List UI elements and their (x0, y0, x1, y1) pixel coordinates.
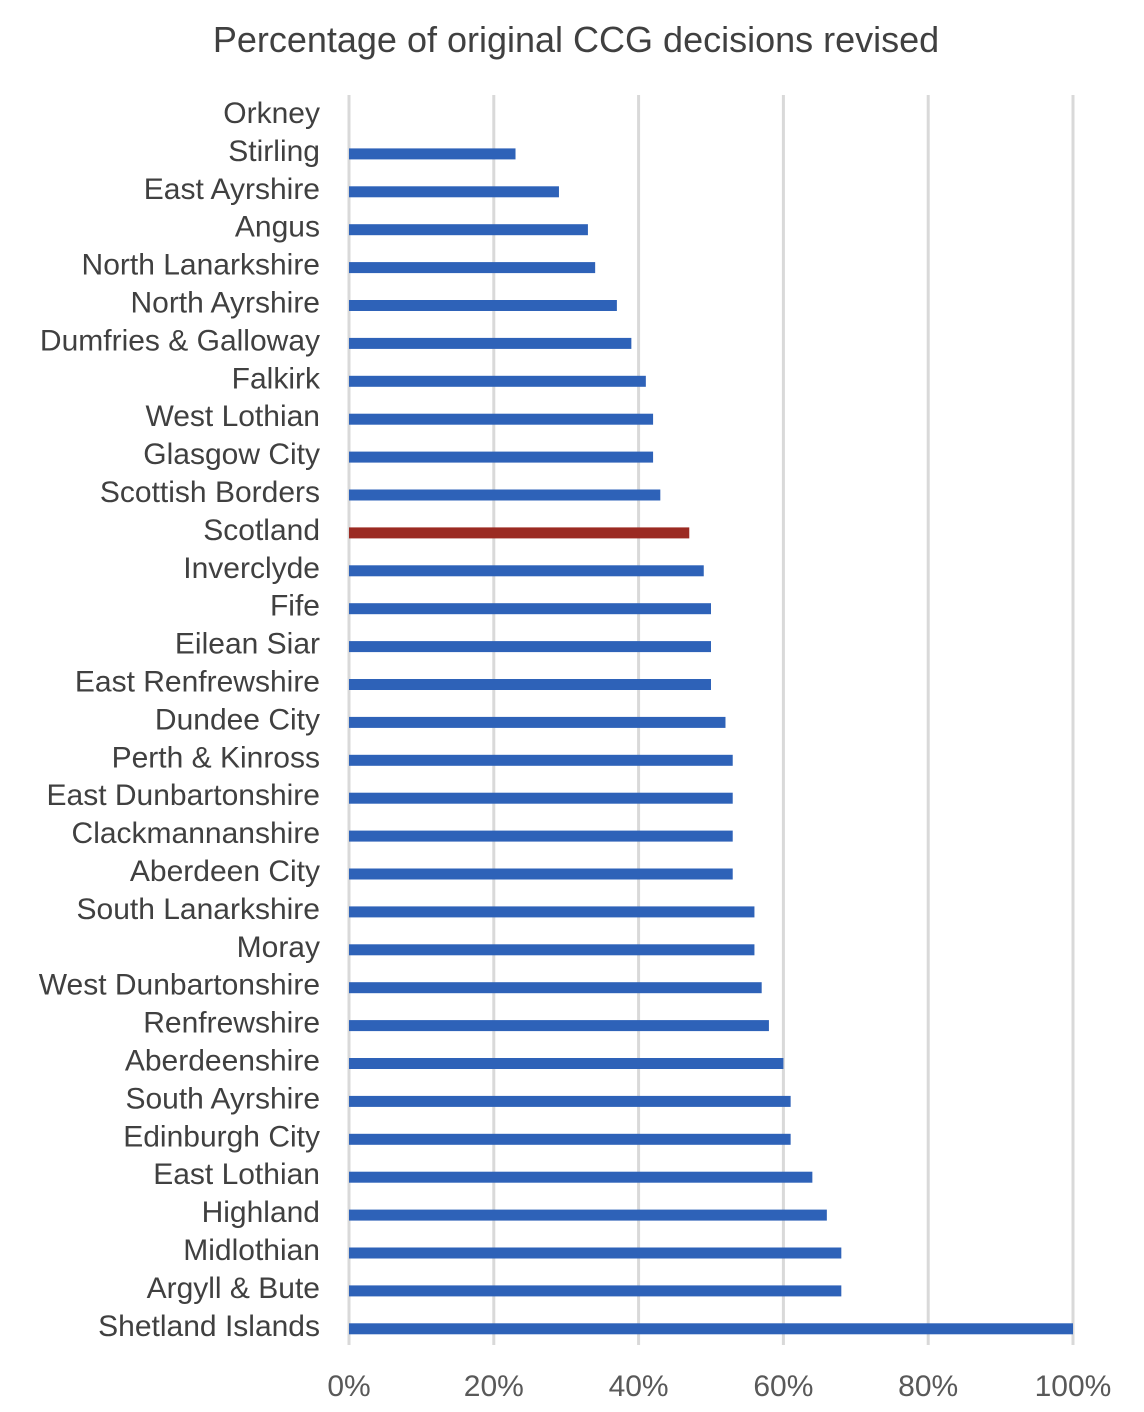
bar (349, 754, 733, 766)
bar (349, 1171, 813, 1183)
category-label: Aberdeenshire (125, 1045, 320, 1078)
category-label: Scottish Borders (100, 476, 320, 509)
bar (349, 1058, 784, 1069)
bar (349, 186, 559, 198)
bar (349, 944, 755, 956)
category-label: East Renfrewshire (75, 666, 320, 699)
x-tick-label: 0% (327, 1370, 370, 1403)
bar (349, 489, 661, 501)
bar (349, 300, 617, 311)
x-tick-label: 20% (464, 1370, 524, 1403)
bar (349, 1285, 842, 1297)
bar (349, 1209, 827, 1221)
category-label: Dumfries & Galloway (40, 324, 320, 357)
category-label: Renfrewshire (143, 1007, 320, 1040)
bar (349, 565, 704, 577)
category-label: Shetland Islands (98, 1310, 320, 1343)
category-label: North Lanarkshire (82, 249, 320, 282)
bar (349, 830, 733, 842)
category-label: Eilean Siar (175, 628, 320, 661)
category-label: Perth & Kinross (112, 741, 320, 774)
category-label: Highland (202, 1196, 320, 1229)
x-tick-label: 40% (609, 1370, 669, 1403)
category-label: Dundee City (155, 703, 320, 736)
category-label: Angus (235, 211, 320, 244)
category-label: Fife (270, 590, 320, 623)
bar (349, 451, 654, 463)
category-label: East Lothian (153, 1158, 320, 1191)
category-label: East Dunbartonshire (47, 779, 321, 812)
bars (349, 148, 1073, 1335)
category-labels: Orkney Stirling East Ayrshire Angus North La… (39, 97, 321, 1343)
bar (349, 641, 711, 653)
bar (349, 1247, 842, 1259)
bar (349, 716, 726, 728)
category-label: South Ayrshire (125, 1082, 320, 1115)
category-label: Stirling (228, 135, 320, 168)
bar (349, 982, 762, 994)
category-label: South Lanarkshire (77, 893, 321, 926)
category-label: Glasgow City (143, 438, 320, 471)
x-tick-label: 60% (753, 1370, 813, 1403)
category-label: Aberdeen City (130, 855, 320, 888)
x-tick-label: 100% (1035, 1370, 1112, 1403)
x-tick-label: 80% (898, 1370, 958, 1403)
bar (349, 1095, 791, 1107)
bar (349, 792, 733, 804)
category-label: Edinburgh City (123, 1120, 320, 1153)
category-label: West Lothian (145, 400, 320, 433)
bar (349, 262, 596, 274)
bar (349, 679, 711, 690)
category-label: West Dunbartonshire (39, 969, 320, 1002)
category-label: East Ayrshire (144, 173, 320, 206)
bar (349, 224, 588, 236)
category-label: North Ayrshire (130, 287, 320, 320)
bar (349, 527, 690, 539)
category-label: Falkirk (232, 362, 321, 395)
bar (349, 906, 755, 918)
bar (349, 148, 516, 160)
bar (349, 413, 654, 425)
category-label: Midlothian (183, 1234, 320, 1267)
category-label: Inverclyde (183, 552, 320, 585)
bar (349, 1020, 769, 1032)
x-axis-tick-labels: 0% 20% 40% 60% 80% 100% (327, 1370, 1111, 1403)
bar (349, 868, 733, 880)
chart-title: Percentage of original CCG decisions rev… (213, 19, 939, 60)
category-label: Scotland (203, 514, 320, 547)
bar (349, 337, 632, 349)
category-label: Moray (237, 931, 320, 964)
category-label: Orkney (223, 97, 320, 130)
bar (349, 375, 646, 387)
bar (349, 1133, 791, 1145)
bar (349, 603, 711, 615)
category-label: Clackmannanshire (72, 817, 320, 850)
category-label: Argyll & Bute (147, 1272, 320, 1305)
bar (349, 1323, 1073, 1335)
